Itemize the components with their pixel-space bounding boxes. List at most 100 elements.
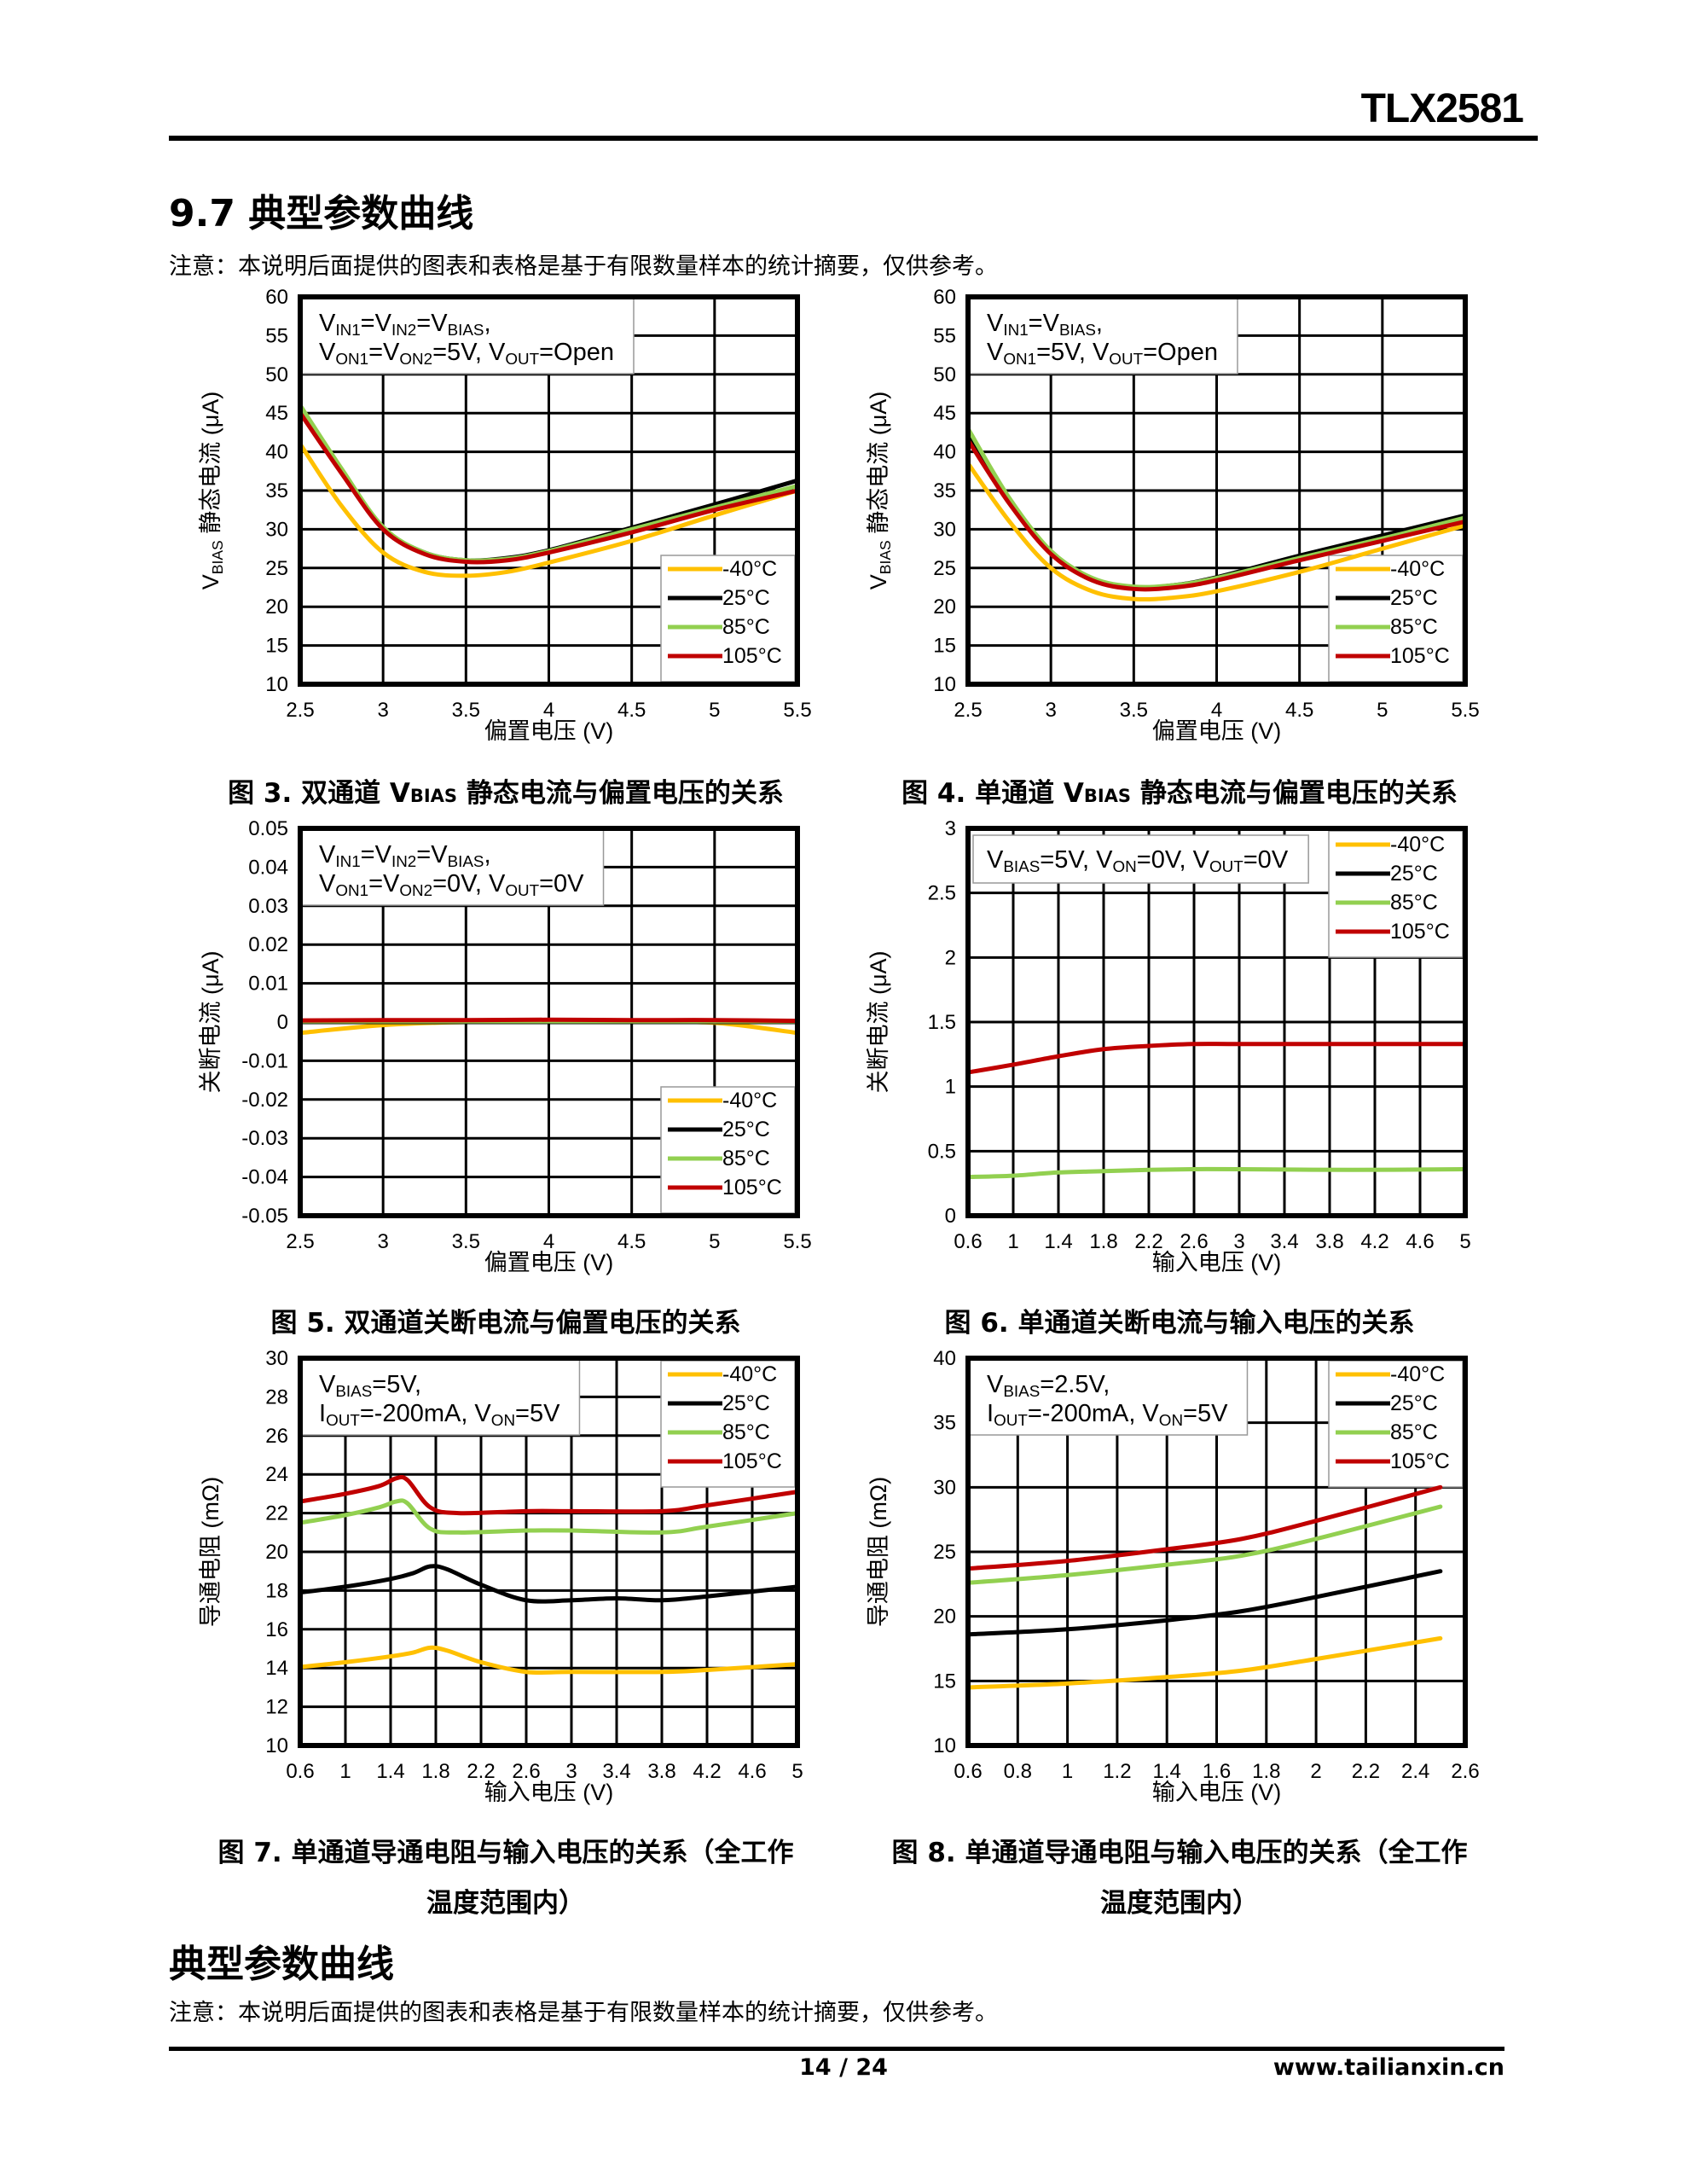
x-tick-label: 4 (1211, 699, 1222, 722)
x-tick-label: 5.5 (783, 699, 811, 722)
y-tick-label: 25 (265, 557, 288, 580)
plot-border (965, 294, 1468, 687)
x-tick-label: 1.8 (1089, 1230, 1117, 1253)
x-tick-label: 2.2 (467, 1760, 495, 1783)
series-line-105°C (298, 1017, 800, 1024)
section2-title: 典型参数曲线 (169, 1943, 394, 1986)
legend-label: 25°C (722, 1391, 770, 1415)
x-axis-title: 输入电压 (V) (484, 1780, 614, 1805)
annotation-text: VBIAS=2.5V, (987, 1371, 1110, 1400)
plot-border (298, 1356, 800, 1748)
x-tick-label: 5 (1459, 1230, 1470, 1253)
legend-label: 105°C (722, 644, 782, 668)
page-number: 14 / 24 (799, 2054, 888, 2081)
x-tick-label: 3.5 (452, 699, 480, 722)
x-tick-label: 3.4 (602, 1760, 630, 1783)
plot-border (965, 826, 1468, 1218)
y-tick-label: 0.01 (248, 973, 288, 996)
annotation-background (972, 834, 1309, 884)
y-tick-label: 26 (265, 1425, 288, 1448)
y-axis-title: 关断电流 (μA) (866, 950, 891, 1093)
series-line-85°C (965, 1504, 1443, 1585)
x-tick-label: 0.6 (954, 1230, 982, 1253)
y-tick-label: 50 (933, 363, 956, 386)
legend-label: -40°C (722, 1089, 777, 1112)
y-tick-label: 40 (933, 1347, 956, 1370)
x-tick-label: 2.6 (512, 1760, 540, 1783)
x-tick-label: 2.6 (1451, 1760, 1479, 1783)
x-tick-label: 3 (377, 1230, 388, 1253)
series-line--40°C (298, 1645, 800, 1676)
annotation-text: VON1=5V, VOUT=Open (987, 339, 1218, 368)
x-tick-label: 4.5 (1285, 699, 1313, 722)
x-tick-label: 4.6 (738, 1760, 766, 1783)
x-tick-label: 3 (565, 1760, 577, 1783)
legend-label: 25°C (1390, 862, 1438, 886)
x-tick-label: 5 (709, 699, 720, 722)
legend-label: 105°C (1390, 1449, 1450, 1473)
legend: -40°C 25°C 85°C 105°C (660, 1086, 796, 1214)
figure-8-caption-line1: 图 8. 单通道导通电阻与输入电压的关系（全工作 (891, 1838, 1468, 1868)
annotation-box: VBIAS=2.5V,IOUT=-200mA, VON=5V (967, 1357, 1249, 1436)
legend-label: 85°C (722, 1147, 770, 1170)
y-tick-label: 25 (933, 1541, 956, 1564)
annotation-text: VON1=VON2=0V, VOUT=0V (319, 870, 584, 899)
y-tick-label: 0.03 (248, 895, 288, 918)
y-tick-label: 3 (945, 817, 956, 840)
chart-fig3: 2.5 3 3.5 4 4.5 5 5.5 10 15 20 25 30 35 40 45 50 55 60 偏置电… (198, 286, 812, 744)
legend-background (660, 1086, 796, 1214)
x-tick-label: 3.5 (452, 1230, 480, 1253)
legend-label: 25°C (722, 1118, 770, 1141)
plot-border (965, 1356, 1468, 1748)
legend: -40°C 25°C 85°C 105°C (660, 555, 796, 682)
y-tick-label: 10 (933, 1734, 956, 1757)
figure-4-caption: 图 4. 单通道 VBIAS 静态电流与偏置电压的关系 (843, 771, 1516, 810)
y-tick-label: 18 (265, 1579, 288, 1602)
caption-text: 静态电流与偏置电压的关系 (457, 778, 784, 809)
annotation-text: VBIAS=5V, VON=0V, VOUT=0V (987, 846, 1289, 875)
series-line-105°C (298, 410, 800, 565)
annotation-background (299, 296, 635, 375)
x-tick-label: 1.4 (1153, 1760, 1181, 1783)
y-tick-label: 10 (265, 1734, 288, 1757)
figure-7-caption-line1: 图 7. 单通道导通电阻与输入电压的关系（全工作 (217, 1838, 794, 1868)
legend-label: 25°C (1390, 586, 1438, 610)
y-tick-label: 15 (933, 1670, 956, 1693)
y-tick-label: 20 (265, 1541, 288, 1564)
website-link[interactable]: www.tailianxin.cn (1272, 2054, 1504, 2081)
series-line-85°C (965, 426, 1468, 590)
x-tick-label: 5 (1377, 699, 1388, 722)
y-tick-label: 10 (265, 673, 288, 696)
legend: -40°C 25°C 85°C 105°C (1328, 1360, 1464, 1488)
caption-subscript: BIAS (409, 786, 458, 806)
annotation-text: VBIAS=5V, (319, 1371, 421, 1400)
legend-label: 85°C (1390, 891, 1438, 915)
y-tick-label: 0.5 (928, 1140, 956, 1163)
legend-label: 105°C (1390, 920, 1450, 944)
series-line--40°C (965, 1635, 1443, 1690)
x-tick-label: 4.2 (1360, 1230, 1388, 1253)
x-tick-label: 4.5 (617, 699, 646, 722)
y-tick-label: 0.02 (248, 933, 288, 956)
series-line-25°C (298, 1564, 800, 1604)
y-tick-label: 30 (265, 1347, 288, 1370)
annotation-text: VIN1=VBIAS, (987, 310, 1103, 339)
x-axis-title: 输入电压 (V) (1152, 1250, 1282, 1275)
x-tick-label: 5 (709, 1230, 720, 1253)
y-tick-label: 35 (265, 479, 288, 502)
series-line--40°C (298, 442, 800, 578)
chart-fig6: 0.6 1 1.4 1.8 2.2 2.6 3 3.4 3.8 4.2 4.6 5 0 0.5 1 1.5 2 2… (866, 817, 1471, 1275)
y-tick-label: 1.5 (928, 1011, 956, 1034)
x-tick-label: 1 (339, 1760, 351, 1783)
x-axis-title: 偏置电压 (V) (484, 1250, 614, 1275)
caption-subscript: BIAS (1083, 786, 1132, 806)
y-tick-label: 60 (933, 286, 956, 309)
figure-6-caption: 图 6. 单通道关断电流与输入电压的关系 (944, 1308, 1415, 1339)
legend-label: 85°C (1390, 615, 1438, 639)
y-tick-label: 2 (945, 946, 956, 969)
y-tick-label: 28 (265, 1385, 288, 1409)
y-tick-label: 0 (277, 1011, 288, 1034)
figure-7-caption-line2: 温度范围内） (426, 1888, 585, 1919)
y-tick-label: 16 (265, 1618, 288, 1641)
legend: -40°C 25°C 85°C 105°C (1328, 830, 1464, 958)
